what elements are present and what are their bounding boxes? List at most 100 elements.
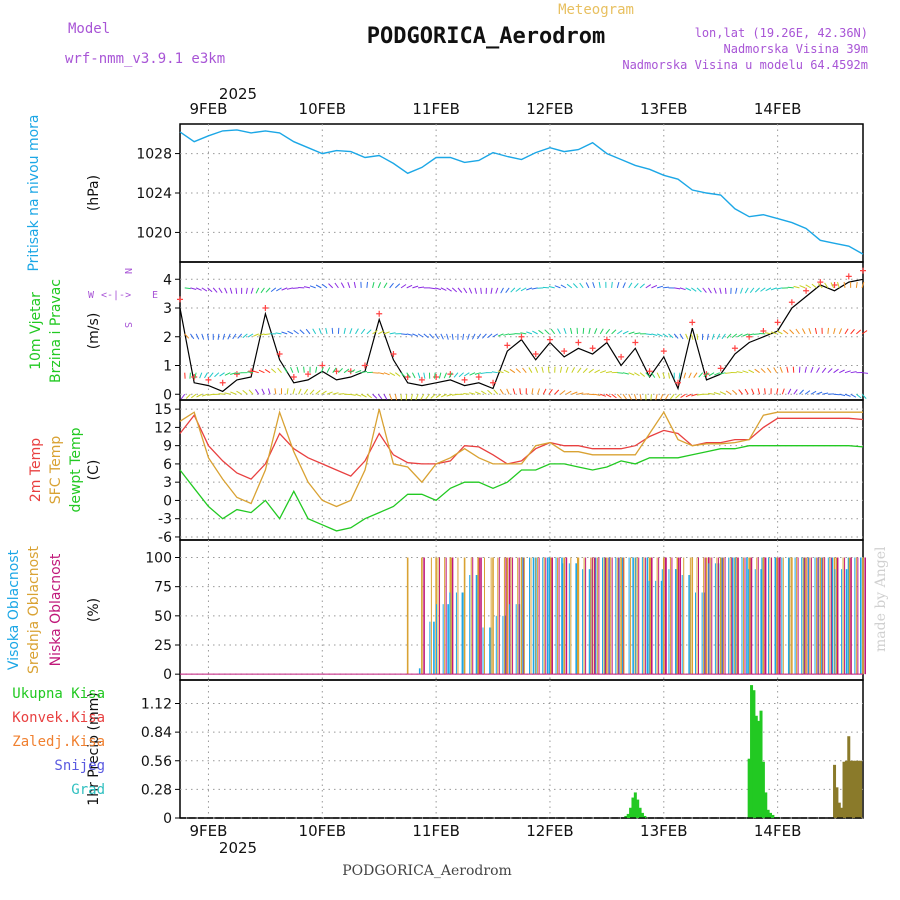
compass-south: S: [122, 322, 133, 328]
wind-direction-barb: [808, 328, 812, 335]
wind-direction-barb: [674, 287, 681, 290]
wind-direction-barb: [217, 333, 220, 340]
wind-direction-barb: [827, 368, 833, 374]
gust-marker: [760, 328, 767, 334]
wind-direction-barb: [214, 372, 220, 378]
wind-direction-barb: [315, 390, 321, 395]
wind-direction-barb: [742, 333, 749, 337]
wind-direction-barb: [634, 282, 639, 289]
wind-direction-barb: [410, 394, 413, 401]
wind-direction-barb: [861, 330, 868, 335]
wind-direction-barb: [680, 393, 686, 399]
wind-direction-barb: [611, 393, 617, 399]
wind-direction-barb: [816, 391, 823, 395]
wind-direction-barb: [423, 372, 426, 379]
wind-direction-barb: [668, 372, 670, 379]
y-tick-label: 1024: [136, 186, 172, 202]
wind-direction-barb: [605, 393, 612, 398]
wind-direction-barb: [799, 389, 804, 395]
wind-direction-barb: [286, 388, 289, 395]
wind-direction-barb: [594, 369, 601, 374]
wind-direction-barb: [383, 372, 390, 376]
gust-marker: [219, 379, 226, 386]
precip-bar: [633, 792, 637, 818]
wind-direction-barb: [274, 388, 277, 395]
wind-direction-barb: [833, 327, 836, 335]
wind-direction-barb: [622, 372, 629, 375]
wind-direction-barb: [389, 372, 396, 377]
wind-direction-barb: [245, 287, 248, 294]
wind-direction-barb: [184, 287, 191, 290]
wind-direction-barb: [429, 333, 434, 339]
model-name: wrf-nmm_v3.9.1 e3km: [65, 51, 225, 67]
y-tick-label: -3: [158, 512, 172, 528]
wind-direction-barb: [474, 372, 481, 375]
wind-direction-barb: [276, 287, 282, 292]
precip-bar: [643, 815, 647, 818]
y-tick-label: 9: [163, 439, 172, 455]
y-tick-label: 3: [163, 301, 172, 317]
precip-bar: [631, 797, 635, 818]
wind-direction-barb: [691, 393, 698, 397]
wind-direction-barb: [804, 366, 807, 373]
y-tick-label: 0: [163, 387, 172, 403]
wind-direction-barb: [782, 329, 789, 335]
wind-direction-barb: [222, 333, 226, 340]
wind-direction-barb: [412, 333, 419, 337]
wind-direction-barb: [598, 281, 601, 288]
gust-marker: [589, 345, 596, 352]
wind-direction-barb: [190, 287, 197, 290]
wind-direction-barb: [679, 287, 686, 291]
lonlat-label: lon,lat (19.26E, 42.36N): [695, 26, 868, 40]
model-label: Model: [68, 21, 110, 37]
wind-direction-barb: [861, 372, 869, 374]
wind-direction-barb: [656, 333, 663, 337]
wind-direction-barb: [515, 368, 521, 374]
wind-direction-barb: [195, 287, 202, 291]
wind-direction-barb: [634, 332, 641, 335]
wind-direction-barb: [781, 388, 785, 395]
wind-direction-barb: [662, 372, 666, 379]
wind-direction-barb: [360, 328, 366, 335]
wind-direction-barb: [463, 393, 470, 395]
y-tick-label: -6: [158, 530, 172, 546]
wind-direction-barb: [810, 390, 817, 395]
wind-direction-barb: [821, 367, 827, 373]
wind-direction-barb: [495, 287, 499, 294]
gust-marker: [376, 310, 383, 317]
wind-direction-barb: [639, 394, 642, 401]
gust-marker: [717, 365, 724, 372]
wind-direction-barb: [434, 372, 436, 379]
wind-direction-barb: [616, 281, 620, 289]
precip-bar: [626, 813, 630, 818]
wind-direction-barb: [850, 328, 855, 335]
wind-direction-barb: [708, 392, 715, 395]
wind-direction-barb: [480, 372, 487, 374]
wind-direction-barb: [429, 287, 436, 290]
wind-direction-barb: [490, 287, 493, 294]
wind-direction-barb: [512, 388, 516, 395]
y-tick-label: 1: [163, 359, 172, 375]
wind-direction-barb: [334, 282, 339, 289]
gust-marker: [660, 348, 667, 355]
wind-direction-barb: [679, 333, 684, 340]
wind-direction-barb: [565, 366, 569, 373]
y-tick-label: 15: [154, 402, 172, 418]
wind-direction-barb: [751, 388, 755, 395]
wind-direction-barb: [557, 328, 561, 335]
wind-direction-barb: [691, 287, 697, 292]
wind-direction-barb: [773, 367, 778, 373]
top-year-label: 2025: [219, 85, 257, 103]
wind-direction-barb: [563, 328, 567, 335]
wind-direction-barb: [318, 328, 322, 335]
wind-direction-barb: [844, 393, 851, 397]
wind-direction-barb: [446, 393, 453, 397]
wind-direction-barb: [559, 366, 563, 373]
wind-direction-barb: [275, 332, 282, 335]
wind-direction-barb: [264, 333, 271, 336]
y-tick-label: 0: [163, 667, 172, 683]
precip-bar: [833, 764, 837, 818]
wind-direction-barb: [711, 333, 715, 340]
compass-west: W: [88, 290, 95, 301]
wind-direction-barb: [440, 333, 444, 340]
